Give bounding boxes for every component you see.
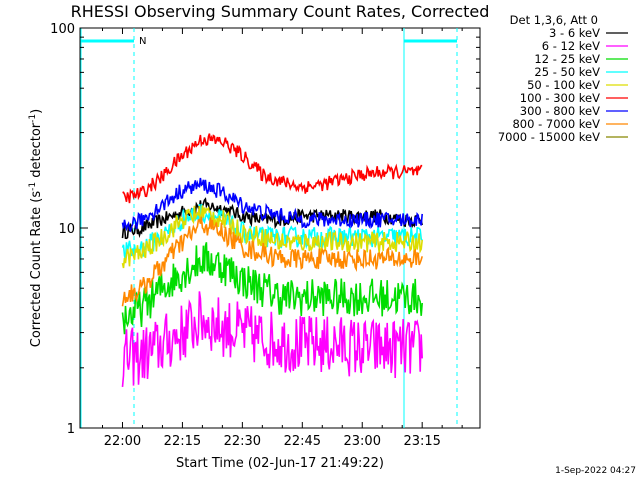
series-line-800-7000-kev: [121, 216, 423, 307]
legend-label-50-100-kev: 50 - 100 keV: [527, 78, 600, 92]
series-layer: [121, 133, 423, 387]
x-tick-label: 22:45: [284, 434, 321, 449]
y-tick-label: 100: [50, 22, 75, 37]
y-axis-ticks: 1 10 100: [50, 22, 480, 437]
y-tick-label: 1: [67, 422, 75, 437]
y-axis-label: Corrected Count Rate (s-1 detector-1): [28, 109, 44, 347]
series-line-100-300-kev: [122, 133, 423, 204]
series-line-50-100-kev: [121, 205, 423, 269]
plot-timestamp: 1-Sep-2022 04:27: [555, 466, 636, 476]
night-flag-label: N: [139, 36, 146, 47]
x-tick-label: 22:00: [104, 434, 141, 449]
legend-label-100-300-kev: 100 - 300 keV: [520, 91, 600, 105]
series-line-3-6-kev: [121, 197, 423, 240]
series-line-12-25-kev: [121, 242, 423, 335]
series-line-6-12-kev: [121, 291, 423, 387]
legend-label-3-6-kev: 3 - 6 keV: [549, 26, 600, 40]
legend-header: Det 1,3,6, Att 0: [510, 13, 598, 27]
x-tick-label: 22:15: [164, 434, 201, 449]
y-tick-label: 10: [58, 222, 75, 237]
legend-label-800-7000-kev: 800 - 7000 keV: [512, 117, 600, 131]
legend-label-25-50-kev: 25 - 50 keV: [534, 65, 600, 79]
legend-label-7000-15000-kev: 7000 - 15000 keV: [498, 130, 600, 144]
x-axis-label: Start Time (02-Jun-17 21:49:22): [176, 456, 384, 471]
legend-label-12-25-kev: 12 - 25 keV: [534, 52, 600, 66]
legend-label-300-800-kev: 300 - 800 keV: [520, 104, 600, 118]
x-tick-label: 22:30: [224, 434, 261, 449]
chart-title: RHESSI Observing Summary Count Rates, Co…: [71, 2, 490, 21]
x-tick-label: 23:00: [344, 434, 381, 449]
series-line-300-800-kev: [121, 177, 423, 233]
x-tick-label: 23:15: [403, 434, 440, 449]
legend-label-6-12-kev: 6 - 12 keV: [542, 39, 600, 53]
x-axis-ticks: 22:00 22:15 22:30 22:45 23:00 23:15: [101, 28, 463, 449]
